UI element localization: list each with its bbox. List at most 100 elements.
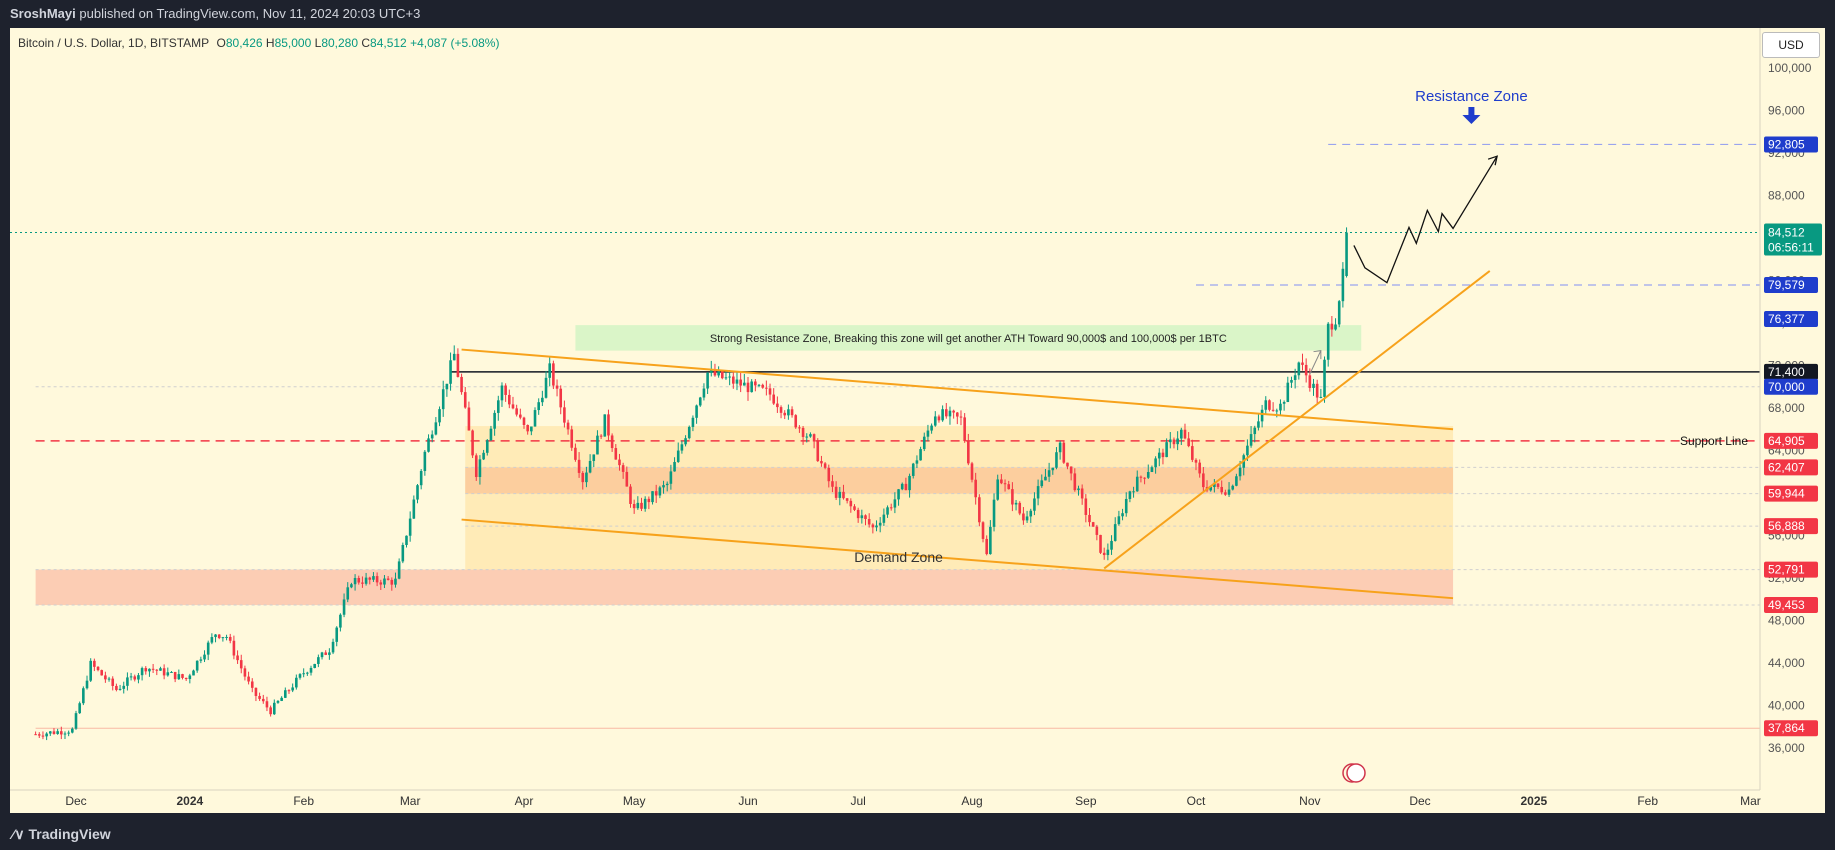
high-label: H bbox=[265, 36, 275, 50]
candle-body bbox=[1062, 442, 1066, 463]
price-tick-label: 40,000 bbox=[1768, 699, 1805, 713]
candle-body bbox=[640, 502, 643, 509]
candle-body bbox=[787, 409, 790, 416]
candle-body bbox=[735, 379, 739, 384]
trend-line-channel-bottom bbox=[461, 518, 1454, 600]
candle-body bbox=[48, 731, 52, 734]
price-level-badge bbox=[1764, 363, 1818, 380]
candle-body bbox=[489, 428, 493, 441]
close-value: 84,512 bbox=[370, 36, 407, 50]
candle-body bbox=[992, 499, 996, 527]
time-tick-label: Jul bbox=[850, 794, 865, 808]
plot-layer: Resistance Zone Strong Resistance Zone, B… bbox=[10, 88, 1760, 783]
candle-body bbox=[1099, 534, 1102, 553]
candle-body bbox=[676, 450, 680, 462]
candle-body bbox=[541, 397, 544, 403]
candle-body bbox=[915, 460, 919, 464]
candle-body bbox=[691, 417, 695, 427]
candle-body bbox=[353, 577, 357, 585]
candle-body bbox=[1213, 483, 1216, 487]
candle-body bbox=[214, 634, 217, 638]
candle-body bbox=[474, 455, 478, 478]
candle-body bbox=[478, 459, 482, 478]
candle-body bbox=[148, 668, 151, 672]
candle-body bbox=[331, 641, 335, 653]
symbol-title[interactable]: Bitcoin / U.S. Dollar, 1D, BITSTAMP bbox=[18, 36, 210, 50]
candle-body bbox=[493, 412, 496, 429]
candle-body bbox=[1337, 301, 1341, 325]
candle-body bbox=[996, 479, 1000, 500]
candle-body bbox=[423, 451, 427, 471]
candle-body bbox=[96, 666, 100, 671]
candle-body bbox=[948, 410, 952, 417]
candle-body bbox=[412, 499, 416, 519]
candle-body bbox=[1135, 476, 1139, 492]
currency-button[interactable]: USD bbox=[1762, 32, 1820, 58]
candle-body bbox=[302, 673, 305, 675]
candle-body bbox=[1154, 458, 1157, 468]
time-tick-label: Mar bbox=[1740, 794, 1761, 808]
candle-body bbox=[743, 382, 746, 386]
candle-body bbox=[159, 668, 162, 671]
candle-body bbox=[654, 491, 658, 496]
candle-body bbox=[1018, 502, 1022, 514]
chart-area[interactable] bbox=[10, 28, 1825, 813]
candle-body bbox=[805, 436, 809, 438]
candle-body bbox=[856, 509, 860, 519]
time-tick-label: Feb bbox=[293, 794, 314, 808]
candle-body bbox=[838, 491, 842, 498]
candle-body bbox=[900, 483, 904, 490]
price-level-badge-label: 71,400 bbox=[1768, 365, 1805, 379]
candle-body bbox=[291, 687, 294, 691]
candle-body bbox=[482, 452, 485, 460]
candle-body bbox=[471, 430, 474, 456]
candle-body bbox=[823, 463, 827, 468]
tradingview-logo-icon[interactable]: ⁄∨ TradingView bbox=[12, 826, 111, 842]
candle-body bbox=[680, 444, 684, 451]
candle-body bbox=[585, 472, 588, 483]
candle-body bbox=[1264, 400, 1268, 410]
candle-body bbox=[1047, 470, 1051, 477]
price-level-badge-label: 70,000 bbox=[1768, 380, 1805, 394]
price-level-badge-label: 56,888 bbox=[1768, 519, 1805, 533]
candle-body bbox=[746, 382, 750, 393]
price-level-badge-label: 64,905 bbox=[1768, 434, 1805, 448]
candle-body bbox=[313, 663, 316, 668]
candle-body bbox=[78, 703, 81, 714]
candle-body bbox=[709, 369, 713, 373]
candle-body bbox=[496, 400, 500, 413]
author-name[interactable]: SroshMayi bbox=[10, 6, 76, 21]
candle-body bbox=[1011, 489, 1014, 505]
candle-body bbox=[247, 676, 250, 682]
candle-body bbox=[893, 499, 897, 508]
candle-body bbox=[809, 434, 812, 437]
candle-body bbox=[1304, 364, 1308, 376]
close-label: C bbox=[361, 36, 371, 50]
candle-body bbox=[526, 424, 529, 432]
candle-body bbox=[1271, 409, 1275, 411]
trend-line-rising-support bbox=[1103, 270, 1491, 570]
candle-body bbox=[386, 578, 390, 580]
candle-body bbox=[548, 363, 552, 378]
candle-body bbox=[801, 427, 805, 437]
candle-body bbox=[452, 353, 456, 361]
candle-body bbox=[339, 614, 342, 628]
candle-body bbox=[974, 479, 977, 498]
candle-body bbox=[118, 688, 122, 690]
candle-body bbox=[324, 652, 328, 655]
candle-body bbox=[60, 731, 63, 735]
candle-body bbox=[170, 671, 173, 673]
candle-body bbox=[184, 677, 188, 680]
candle-body bbox=[1025, 516, 1029, 521]
candle-body bbox=[37, 734, 41, 736]
candle-body bbox=[1183, 429, 1187, 439]
candle-body bbox=[408, 518, 412, 536]
time-tick-label: Nov bbox=[1299, 794, 1320, 808]
low-value: 80,280 bbox=[321, 36, 359, 50]
time-tick-label: Dec bbox=[65, 794, 86, 808]
candle-body bbox=[1088, 514, 1091, 523]
zone-band-upper bbox=[465, 467, 1454, 494]
candle-body bbox=[926, 430, 930, 437]
candle-body bbox=[522, 417, 526, 425]
